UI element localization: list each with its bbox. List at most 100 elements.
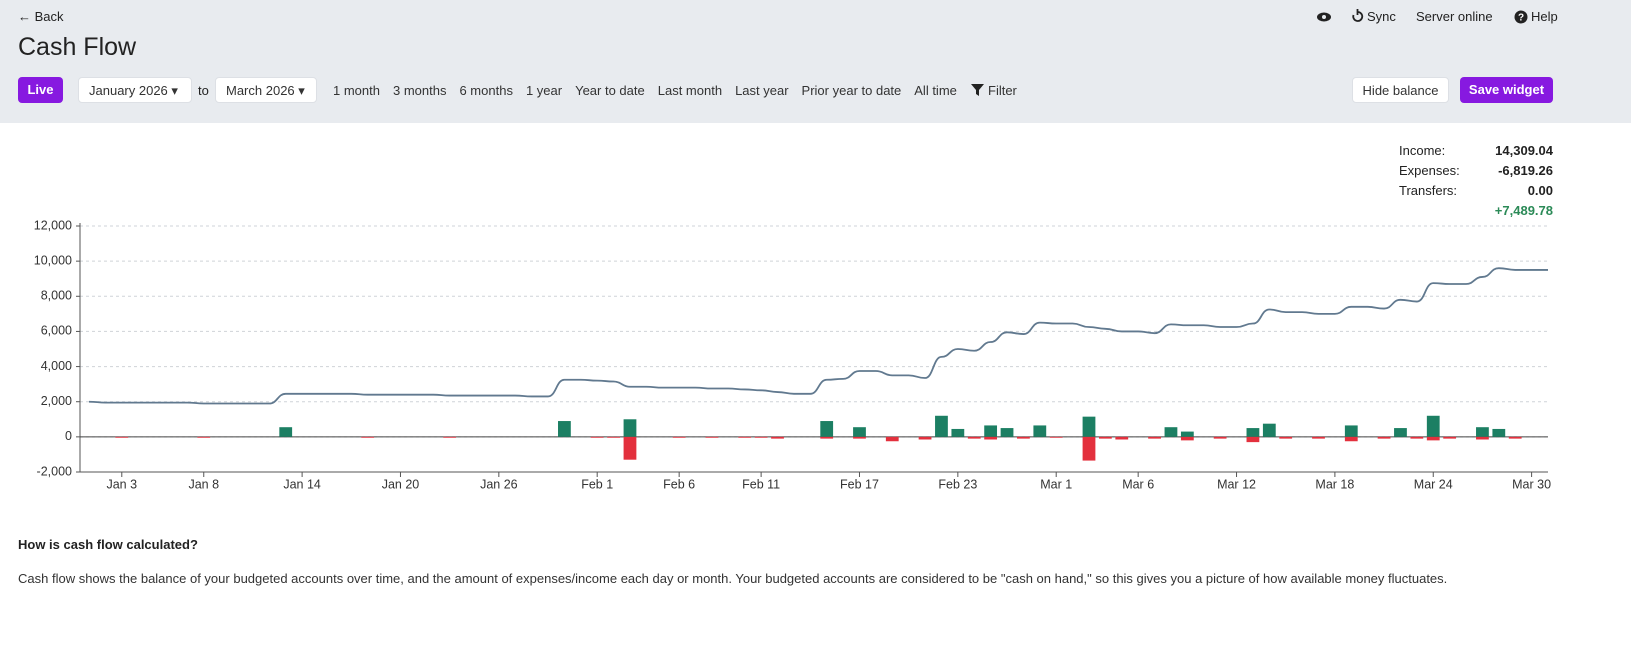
bar [558, 421, 571, 437]
bar [672, 436, 686, 438]
sync-icon [1352, 9, 1364, 22]
x-tick-label: Mar 30 [1512, 477, 1551, 491]
y-tick-label: 4,000 [41, 359, 72, 373]
server-status: Server online [1416, 9, 1493, 24]
x-tick-label: Feb 1 [581, 477, 613, 491]
range-link[interactable]: All time [914, 83, 957, 98]
y-tick-label: 12,000 [34, 218, 72, 232]
bar [1492, 428, 1506, 437]
y-tick-label: 0 [65, 429, 72, 443]
summary-value: -6,819.26 [1498, 163, 1553, 178]
x-tick-label: Mar 18 [1315, 477, 1354, 491]
bar [820, 421, 834, 437]
bar [1213, 436, 1227, 439]
bar [1246, 428, 1260, 437]
bar [1476, 427, 1489, 437]
range-link[interactable]: 1 month [333, 83, 380, 98]
range-link[interactable]: 3 months [392, 83, 447, 98]
bar [361, 436, 375, 438]
to-label: to [198, 83, 209, 98]
bar [1312, 436, 1325, 439]
bar [1344, 425, 1358, 437]
bar [820, 436, 834, 439]
x-tick-label: Mar 24 [1414, 477, 1453, 491]
bar [935, 415, 948, 437]
range-link[interactable]: Last month [657, 83, 723, 98]
x-tick-label: Jan 3 [106, 477, 137, 491]
chart: -2,000 0 2,000 4,000 6,000 8,000 10,000 12,000 J… [34, 218, 1551, 491]
bar [1344, 436, 1358, 442]
bar [1049, 436, 1063, 438]
bar [1394, 428, 1407, 437]
balance-line [88, 267, 1548, 405]
range-link[interactable]: 1 year [525, 83, 563, 98]
help[interactable]: Help [1531, 9, 1558, 24]
bar [1098, 436, 1112, 439]
sync[interactable]: Sync [1367, 9, 1396, 24]
start-month: January 2026 [89, 83, 168, 98]
y-tick-label: 2,000 [41, 394, 72, 408]
bar [885, 436, 899, 442]
x-tick-label: Mar 1 [1040, 477, 1072, 491]
bar [984, 425, 998, 437]
hide-balance-button[interactable]: Hide balance [1352, 77, 1449, 103]
bar [738, 436, 752, 438]
save-widget-button[interactable]: Save widget [1460, 77, 1553, 103]
bar [951, 428, 965, 437]
header: ← Back Sync Server online ? Help Cash Fl… [0, 0, 1631, 123]
y-tick-label: 6,000 [41, 324, 72, 338]
eye-icon[interactable] [1316, 10, 1332, 24]
summary-label: Transfers: [1399, 183, 1458, 198]
filter[interactable]: Filter [988, 83, 1017, 98]
x-tick-label: Feb 17 [840, 477, 879, 491]
range-links: 1 month 3 months 6 months 1 year Year to dat… [333, 83, 957, 98]
x-tick-label: Jan 8 [188, 477, 219, 491]
end-month-select[interactable]: March 2026 ▾ [215, 77, 317, 103]
explanation-text: Cash flow shows the balance of your budg… [18, 571, 1448, 586]
bar [197, 436, 211, 438]
end-month: March 2026 [226, 83, 295, 98]
explanation-title: How is cash flow calculated? [18, 537, 198, 552]
bar [1476, 436, 1489, 440]
filter-icon [971, 84, 984, 96]
summary-value: 14,309.04 [1495, 143, 1553, 158]
bar [1410, 436, 1424, 439]
start-month-select[interactable]: January 2026 ▾ [78, 77, 192, 103]
bar [1000, 428, 1014, 437]
bar [607, 436, 620, 438]
x-tick-label: Jan 20 [382, 477, 420, 491]
svg-text:?: ? [1518, 13, 1524, 24]
x-tick-label: Mar 12 [1217, 477, 1256, 491]
back-text: Back [34, 9, 64, 24]
x-tick-label: Jan 14 [283, 477, 321, 491]
bar [1426, 436, 1440, 441]
y-tick-label: 8,000 [41, 289, 72, 303]
bar [705, 436, 719, 438]
bar [279, 427, 293, 437]
bar [1246, 436, 1260, 443]
x-tick-label: Feb 23 [938, 477, 977, 491]
bar [1082, 436, 1096, 461]
live-button[interactable]: Live [18, 77, 63, 103]
bar [1115, 436, 1129, 440]
range-link[interactable]: Last year [735, 83, 789, 98]
bar [1164, 427, 1178, 437]
bar [115, 436, 129, 438]
range-link[interactable]: Prior year to date [801, 83, 902, 98]
range-link[interactable]: Year to date [575, 83, 645, 98]
bar [1033, 425, 1047, 437]
bar [1082, 416, 1096, 437]
bar [1180, 431, 1194, 437]
bar [918, 436, 932, 440]
y-tick-label: 10,000 [34, 253, 72, 267]
bar [1279, 436, 1293, 439]
range-link[interactable]: 6 months [459, 83, 513, 98]
summary-value: 0.00 [1527, 183, 1553, 198]
summary-label: Income: [1399, 143, 1446, 158]
back-link[interactable]: ← Back [18, 9, 64, 24]
bar [1148, 436, 1161, 439]
x-tick-label: Jan 26 [480, 477, 518, 491]
bar [853, 436, 866, 439]
bar [754, 436, 768, 438]
